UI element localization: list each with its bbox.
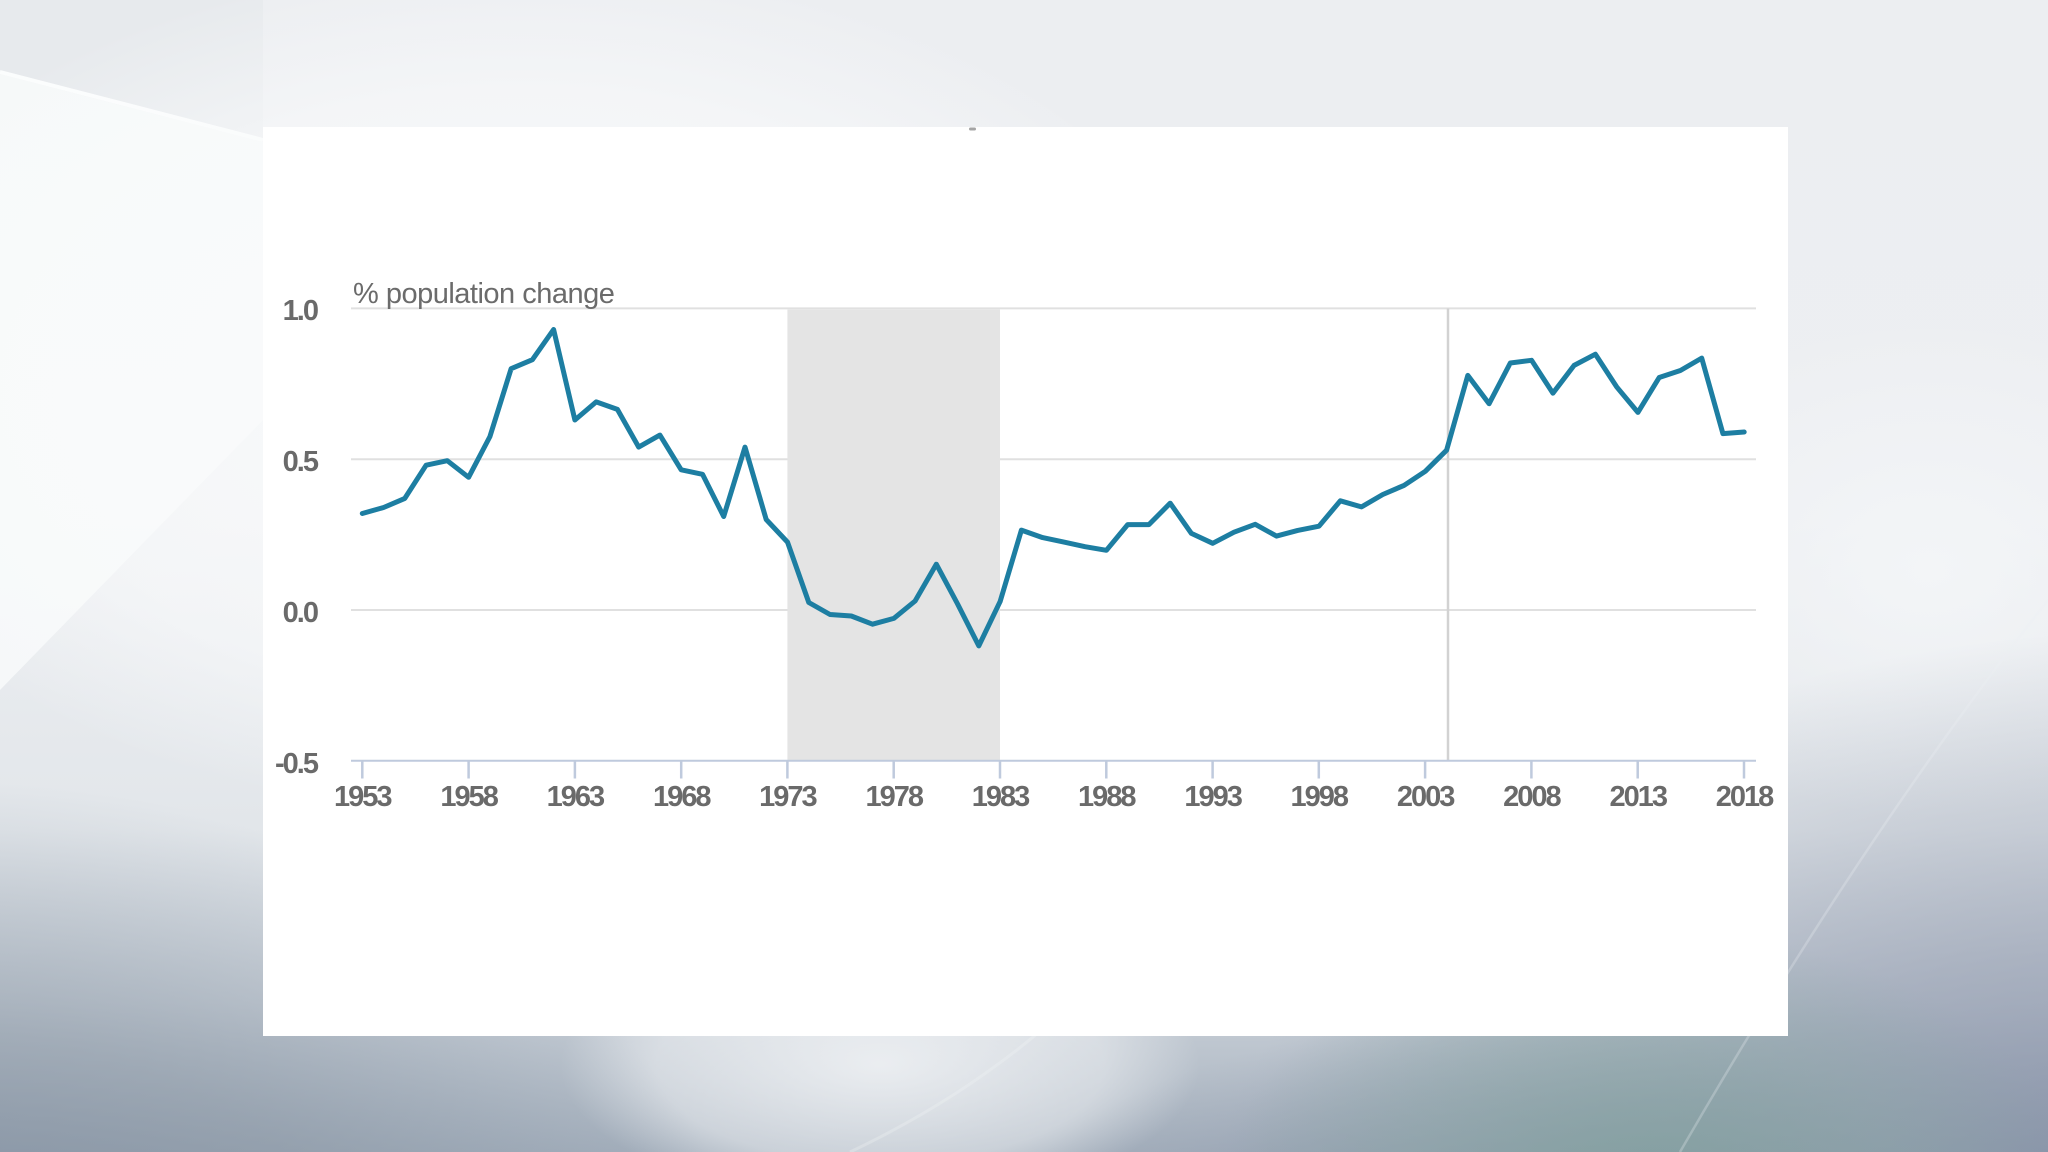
svg-text:1973: 1973 [759, 781, 817, 813]
svg-text:2018: 2018 [1716, 781, 1774, 813]
svg-text:1988: 1988 [1078, 781, 1136, 813]
svg-text:1983: 1983 [972, 781, 1030, 813]
svg-text:1968: 1968 [653, 781, 711, 813]
svg-text:% population change: % population change [353, 278, 614, 310]
svg-text:0.5: 0.5 [283, 446, 319, 478]
svg-text:1993: 1993 [1184, 781, 1242, 813]
svg-text:1963: 1963 [547, 781, 605, 813]
svg-text:1958: 1958 [440, 781, 498, 813]
svg-text:1953: 1953 [334, 781, 392, 813]
svg-text:1.0: 1.0 [283, 295, 318, 327]
svg-text:-0.5: -0.5 [275, 748, 319, 780]
svg-text:1978: 1978 [865, 781, 923, 813]
svg-text:2003: 2003 [1397, 781, 1455, 813]
svg-text:2013: 2013 [1609, 781, 1667, 813]
svg-text:1998: 1998 [1291, 781, 1349, 813]
svg-text:0.0: 0.0 [283, 597, 318, 629]
svg-text:2008: 2008 [1503, 781, 1561, 813]
